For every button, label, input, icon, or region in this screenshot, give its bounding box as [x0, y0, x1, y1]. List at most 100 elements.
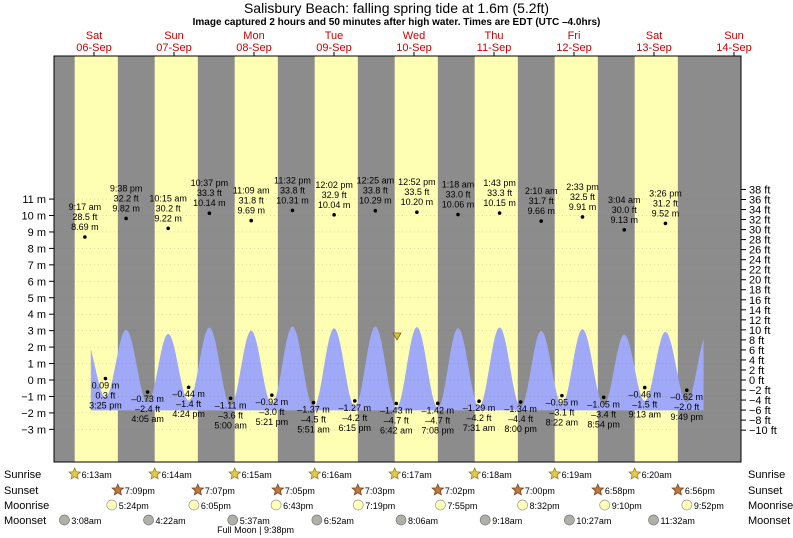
extreme-point — [332, 213, 336, 217]
day-labels: Sat06-SepSun07-SepMon08-SepTue09-SepWed1… — [76, 30, 751, 54]
moonset-icon — [479, 514, 491, 526]
extreme-ft: 32.9 ft — [322, 190, 348, 200]
extreme-m: –0.95 m — [546, 398, 579, 408]
extreme-ft: –4.5 ft — [301, 415, 327, 425]
extreme-point — [394, 401, 399, 406]
row-label-left: Sunset — [4, 485, 38, 497]
chart-subtitle: Image captured 2 hours and 50 minutes af… — [192, 17, 601, 28]
extreme-ft: –3.6 ft — [218, 410, 244, 420]
extreme-time: 1:18 am — [442, 180, 475, 190]
right-tick-label: 36 ft — [749, 194, 770, 206]
sunset-time: 7:07pm — [205, 486, 235, 496]
plot-frame — [53, 55, 742, 463]
sunrise-time: 6:15am — [242, 470, 272, 480]
extreme-m: 8.69 m — [71, 222, 99, 232]
day-name: Tue — [325, 30, 344, 42]
right-tick-label: 38 ft — [749, 184, 770, 196]
extreme-ft: 28.5 ft — [72, 212, 98, 222]
sunset-icon — [351, 483, 365, 496]
right-tick-label: −4 ft — [749, 395, 771, 407]
moonrise-icon — [106, 499, 118, 511]
extreme-point — [601, 395, 606, 400]
moonset-icon — [648, 514, 659, 526]
extreme-m: –1.42 m — [421, 405, 454, 415]
sunrise-icon — [468, 467, 482, 480]
day-date: 14-Sep — [716, 42, 751, 54]
day-name: Sun — [164, 30, 184, 42]
day-name: Sat — [646, 30, 663, 42]
moonrise-icon — [352, 499, 364, 511]
tide-area — [90, 326, 704, 411]
extreme-point — [435, 401, 440, 406]
extreme-time: 12:02 pm — [315, 180, 353, 190]
extreme-point — [456, 212, 460, 217]
moonset-icon — [311, 514, 323, 526]
extreme-time: 9:49 pm — [671, 412, 704, 422]
sunset-time: 7:05pm — [285, 486, 315, 496]
extreme-point — [103, 376, 108, 381]
extreme-time: 6:15 pm — [339, 423, 372, 433]
moonrise-icon — [599, 499, 611, 511]
sunrise-icon — [228, 467, 242, 480]
extreme-time: 5:21 pm — [256, 417, 289, 427]
moonset-time: 9:18am — [492, 516, 522, 526]
extreme-time: 7:31 am — [463, 423, 496, 433]
extreme-ft: –1.5 ft — [632, 400, 658, 410]
extreme-ft: –3.1 ft — [549, 408, 575, 418]
extreme-time: 12:25 am — [357, 176, 395, 186]
extreme-m: –0.92 m — [256, 397, 289, 407]
extreme-point — [518, 400, 523, 404]
extreme-time: 9:38 pm — [110, 183, 143, 193]
extreme-point — [685, 388, 689, 392]
moonrise-time: 7:55pm — [447, 501, 477, 511]
extreme-time: 4:24 pm — [172, 409, 205, 419]
moonset-icon — [395, 514, 407, 526]
sunrise-icon — [628, 467, 642, 480]
extreme-time: 2:33 pm — [566, 182, 599, 192]
right-tick-label: 24 ft — [749, 255, 770, 267]
right-tick-label: 30 ft — [749, 225, 770, 237]
extreme-point — [477, 399, 481, 404]
extreme-m: –1.05 m — [587, 399, 620, 409]
row-label-right: Sunset — [748, 485, 782, 497]
right-tick-label: 20 ft — [749, 275, 770, 287]
extreme-time: 11:32 pm — [274, 175, 311, 185]
day-name: Sat — [86, 30, 103, 42]
extreme-point — [373, 208, 378, 213]
left-tick-label: 9 m — [28, 227, 46, 239]
sunrise-icon — [68, 467, 82, 480]
sunset-icon — [191, 483, 205, 496]
right-tick-label: 18 ft — [749, 285, 770, 297]
extreme-ft: –3.4 ft — [591, 409, 617, 419]
day-date: 07-Sep — [156, 42, 191, 54]
moonset-icon — [564, 514, 575, 526]
extreme-time: 9:13 am — [628, 410, 661, 420]
right-tick-label: 16 ft — [749, 295, 770, 307]
row-label-right: Moonset — [748, 515, 790, 527]
moonrise-time: 9:10pm — [612, 501, 642, 511]
left-tick-label: 1 m — [28, 359, 46, 371]
chart-title: Salisbury Beach: falling spring tide at … — [243, 0, 550, 16]
left-tick-label: 0 m — [28, 375, 46, 387]
left-tick-label: 11 m — [22, 194, 46, 206]
extreme-point — [663, 221, 668, 226]
right-tick-label: 12 ft — [749, 315, 770, 327]
extreme-m: –1.29 m — [463, 403, 496, 413]
left-tick-label: −1 m — [21, 391, 46, 403]
moonrise-icon — [681, 499, 693, 511]
moonset-icon — [59, 514, 70, 526]
right-tick-label: 0 ft — [749, 375, 764, 387]
sunset-time: 6:56pm — [685, 486, 715, 496]
extreme-ft: 33.5 ft — [404, 187, 430, 197]
extreme-point — [207, 211, 212, 215]
extreme-time: 5:51 am — [297, 425, 330, 435]
extreme-point — [353, 399, 357, 403]
extreme-time: 10:37 pm — [191, 178, 229, 188]
sun-moon-rows: Sunrise Sunrise Sunset Sunset Moonrise Moonri… — [4, 467, 793, 535]
extreme-time: 5:00 am — [214, 420, 247, 430]
sunset-icon — [271, 483, 285, 496]
extreme-m: 9.91 m — [569, 202, 597, 212]
extreme-point — [642, 385, 647, 390]
sunrise-time: 6:17am — [402, 470, 432, 480]
moonrise-time: 6:05pm — [201, 501, 231, 511]
